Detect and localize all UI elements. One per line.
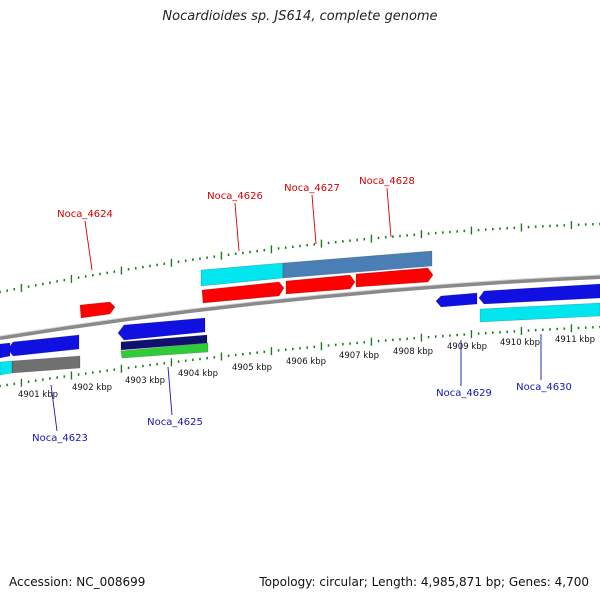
upper-feature-track (200, 250, 433, 287)
scale-label: 4906 kbp (286, 357, 326, 367)
gene-noca-4630[interactable] (478, 283, 600, 305)
gene-noca-4627[interactable] (285, 274, 356, 295)
scale-label: 4907 kbp (339, 351, 379, 361)
gene-noca-4623[interactable] (7, 334, 80, 357)
scale-label: 4908 kbp (393, 347, 433, 357)
gray-feature-lower[interactable] (11, 355, 81, 374)
backbone-highlight (0, 274, 600, 337)
leader-line (386, 187, 392, 238)
map-title: Nocardioides sp. JS614, complete genome (162, 9, 438, 24)
gene-noca-4623-a[interactable] (0, 342, 11, 359)
gene-label-forward[interactable]: Noca_4627 (284, 183, 340, 194)
accession-text: Accession: NC_008699 (9, 575, 146, 589)
gene-label-reverse[interactable]: Noca_4629 (436, 388, 492, 399)
gene-label-reverse[interactable]: Noca_4630 (516, 382, 572, 393)
lower-tick-arc (0, 324, 600, 388)
steel-feature-upper[interactable] (282, 250, 433, 279)
scale-label: 4910 kbp (500, 338, 540, 348)
leader-line (311, 194, 317, 245)
leader-line (84, 220, 93, 271)
scale-label: 4902 kbp (72, 383, 112, 393)
leader-line (234, 202, 240, 252)
leader-line (50, 384, 58, 432)
green-feature[interactable] (120, 342, 209, 359)
gene-noca-4626[interactable] (201, 281, 285, 304)
gene-noca-4625[interactable] (117, 317, 206, 341)
genome-stats-text: Topology: circular; Length: 4,985,871 bp… (259, 575, 589, 589)
cyan-feature-left[interactable] (0, 360, 13, 376)
lower-feature-track (0, 302, 600, 376)
gene-label-forward[interactable]: Noca_4628 (359, 176, 415, 187)
gene-noca-4629[interactable] (435, 292, 478, 308)
scale-label: 4905 kbp (232, 363, 272, 373)
gene-noca-4624[interactable] (79, 301, 116, 319)
cyan-feature-upper[interactable] (200, 262, 284, 287)
reverse-genes (0, 283, 600, 359)
gene-labels: Noca_4624 Noca_4626 Noca_4627 Noca_4628 Noca… (32, 176, 572, 444)
scale-label: 4904 kbp (178, 369, 218, 379)
leader-line (167, 366, 173, 416)
label-leader-lines (50, 187, 542, 432)
scale-labels: 4901 kbp 4902 kbp 4903 kbp 4904 kbp 4905 kbp… (18, 335, 595, 400)
gene-label-forward[interactable]: Noca_4624 (57, 209, 113, 220)
scale-label: 4903 kbp (125, 376, 165, 386)
gene-noca-4628[interactable] (355, 267, 434, 288)
genome-backbone (0, 275, 600, 340)
scale-label: 4909 kbp (447, 342, 487, 352)
gene-label-reverse[interactable]: Noca_4623 (32, 433, 88, 444)
scale-label: 4901 kbp (18, 390, 58, 400)
gene-label-reverse[interactable]: Noca_4625 (147, 417, 203, 428)
forward-genes (79, 267, 434, 319)
navy-feature[interactable] (120, 334, 208, 351)
cyan-feature-lower[interactable] (479, 302, 600, 323)
scale-label: 4911 kbp (555, 335, 595, 345)
gene-label-forward[interactable]: Noca_4626 (207, 191, 263, 202)
upper-tick-arc (0, 221, 600, 294)
